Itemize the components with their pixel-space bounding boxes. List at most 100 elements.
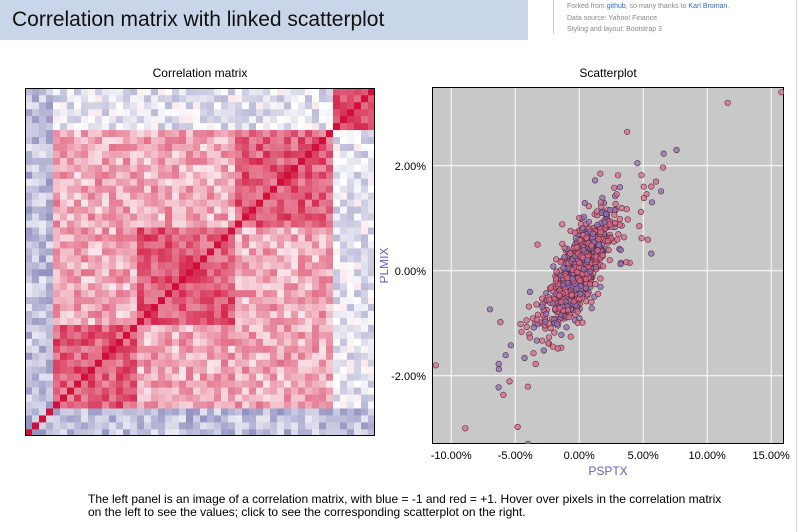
matrix-cell[interactable] bbox=[32, 303, 40, 312]
matrix-cell[interactable] bbox=[221, 268, 229, 277]
matrix-cell[interactable] bbox=[109, 331, 117, 339]
matrix-cell[interactable] bbox=[277, 373, 285, 381]
matrix-cell[interactable] bbox=[179, 345, 187, 353]
matrix-cell[interactable] bbox=[130, 303, 138, 312]
matrix-cell[interactable] bbox=[228, 303, 236, 312]
matrix-cell[interactable] bbox=[291, 206, 299, 214]
matrix-cell[interactable] bbox=[340, 129, 348, 138]
matrix-cell[interactable] bbox=[186, 255, 194, 263]
matrix-cell[interactable] bbox=[60, 115, 68, 124]
matrix-cell[interactable] bbox=[347, 338, 355, 346]
matrix-cell[interactable] bbox=[221, 101, 229, 110]
matrix-cell[interactable] bbox=[186, 136, 194, 144]
matrix-cell[interactable] bbox=[284, 268, 292, 277]
matrix-cell[interactable] bbox=[53, 101, 61, 110]
matrix-cell[interactable] bbox=[347, 136, 355, 144]
matrix-cell[interactable] bbox=[186, 394, 194, 402]
matrix-cell[interactable] bbox=[277, 366, 285, 374]
matrix-cell[interactable] bbox=[207, 338, 215, 346]
matrix-cell[interactable] bbox=[256, 122, 264, 131]
matrix-cell[interactable] bbox=[200, 317, 208, 325]
matrix-cell[interactable] bbox=[193, 310, 201, 318]
matrix-cell[interactable] bbox=[193, 157, 201, 165]
matrix-cell[interactable] bbox=[95, 227, 103, 235]
matrix-cell[interactable] bbox=[235, 289, 243, 298]
matrix-cell[interactable] bbox=[361, 248, 369, 256]
matrix-cell[interactable] bbox=[144, 422, 152, 430]
matrix-cell[interactable] bbox=[312, 241, 320, 249]
matrix-cell[interactable] bbox=[186, 122, 194, 131]
matrix-cell[interactable] bbox=[116, 94, 124, 103]
matrix-cell[interactable] bbox=[39, 331, 47, 339]
matrix-cell[interactable] bbox=[242, 213, 250, 221]
matrix-cell[interactable] bbox=[340, 213, 348, 221]
matrix-cell[interactable] bbox=[298, 108, 306, 117]
matrix-cell[interactable] bbox=[144, 199, 152, 207]
matrix-cell[interactable] bbox=[88, 422, 96, 430]
matrix-cell[interactable] bbox=[291, 296, 299, 305]
matrix-cell[interactable] bbox=[172, 401, 180, 409]
matrix-cell[interactable] bbox=[95, 366, 103, 374]
matrix-cell[interactable] bbox=[53, 227, 61, 235]
matrix-cell[interactable] bbox=[137, 317, 145, 325]
matrix-cell[interactable] bbox=[305, 94, 313, 103]
matrix-cell[interactable] bbox=[228, 352, 236, 360]
matrix-cell[interactable] bbox=[221, 289, 229, 298]
matrix-cell[interactable] bbox=[95, 380, 103, 388]
matrix-cell[interactable] bbox=[242, 108, 250, 117]
matrix-cell[interactable] bbox=[228, 429, 236, 436]
matrix-cell[interactable] bbox=[354, 366, 362, 374]
matrix-cell[interactable] bbox=[214, 262, 222, 270]
matrix-cell[interactable] bbox=[312, 255, 320, 263]
matrix-cell[interactable] bbox=[228, 324, 236, 332]
matrix-cell[interactable] bbox=[368, 213, 375, 221]
matrix-cell[interactable] bbox=[158, 248, 166, 256]
matrix-cell[interactable] bbox=[123, 129, 131, 138]
matrix-cell[interactable] bbox=[340, 248, 348, 256]
matrix-cell[interactable] bbox=[165, 262, 173, 270]
matrix-cell[interactable] bbox=[67, 303, 75, 312]
matrix-cell[interactable] bbox=[151, 94, 159, 103]
matrix-cell[interactable] bbox=[235, 241, 243, 249]
matrix-cell[interactable] bbox=[186, 345, 194, 353]
matrix-cell[interactable] bbox=[95, 359, 103, 367]
matrix-cell[interactable] bbox=[193, 185, 201, 193]
matrix-cell[interactable] bbox=[361, 359, 369, 367]
matrix-cell[interactable] bbox=[340, 289, 348, 298]
matrix-cell[interactable] bbox=[144, 345, 152, 353]
matrix-cell[interactable] bbox=[172, 122, 180, 131]
matrix-cell[interactable] bbox=[137, 303, 145, 312]
matrix-cell[interactable] bbox=[74, 415, 82, 423]
matrix-cell[interactable] bbox=[130, 178, 138, 186]
matrix-cell[interactable] bbox=[207, 366, 215, 374]
matrix-cell[interactable] bbox=[298, 115, 306, 124]
matrix-cell[interactable] bbox=[81, 359, 89, 367]
matrix-cell[interactable] bbox=[319, 164, 327, 172]
matrix-cell[interactable] bbox=[158, 394, 166, 402]
matrix-cell[interactable] bbox=[361, 415, 369, 423]
matrix-cell[interactable] bbox=[291, 387, 299, 395]
matrix-cell[interactable] bbox=[256, 143, 264, 151]
matrix-cell[interactable] bbox=[81, 401, 89, 409]
matrix-cell[interactable] bbox=[214, 408, 222, 416]
matrix-cell[interactable] bbox=[312, 164, 320, 172]
matrix-cell[interactable] bbox=[95, 345, 103, 353]
matrix-cell[interactable] bbox=[326, 157, 334, 165]
matrix-cell[interactable] bbox=[235, 234, 243, 242]
matrix-cell[interactable] bbox=[305, 380, 313, 388]
matrix-cell[interactable] bbox=[109, 359, 117, 367]
matrix-cell[interactable] bbox=[368, 122, 375, 131]
matrix-cell[interactable] bbox=[305, 122, 313, 131]
matrix-cell[interactable] bbox=[116, 310, 124, 318]
matrix-cell[interactable] bbox=[130, 164, 138, 172]
matrix-cell[interactable] bbox=[347, 241, 355, 249]
matrix-cell[interactable] bbox=[102, 206, 110, 214]
matrix-cell[interactable] bbox=[74, 268, 82, 277]
matrix-cell[interactable] bbox=[74, 178, 82, 186]
matrix-cell[interactable] bbox=[326, 185, 334, 193]
matrix-cell[interactable] bbox=[298, 373, 306, 381]
matrix-cell[interactable] bbox=[137, 415, 145, 423]
matrix-cell[interactable] bbox=[25, 248, 33, 256]
matrix-cell[interactable] bbox=[242, 352, 250, 360]
matrix-cell[interactable] bbox=[60, 289, 68, 298]
